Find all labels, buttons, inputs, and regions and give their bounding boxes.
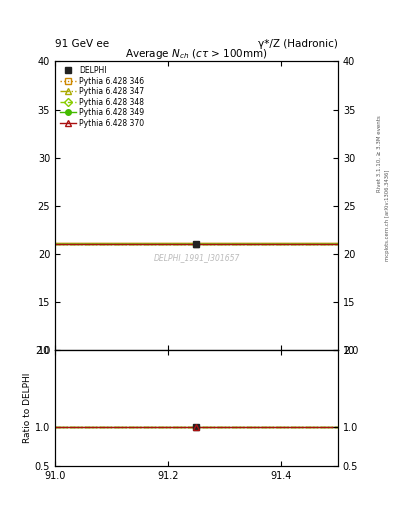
Text: 91 GeV ee: 91 GeV ee	[55, 38, 109, 49]
Text: γ*/Z (Hadronic): γ*/Z (Hadronic)	[258, 38, 338, 49]
Text: mcplots.cern.ch [arXiv:1306.3436]: mcplots.cern.ch [arXiv:1306.3436]	[385, 169, 389, 261]
Title: Average $N_{ch}$ ($c\tau$ > 100mm): Average $N_{ch}$ ($c\tau$ > 100mm)	[125, 48, 268, 61]
Text: Rivet 3.1.10, ≥ 3.3M events: Rivet 3.1.10, ≥ 3.3M events	[377, 115, 382, 192]
Text: DELPHI_1991_I301657: DELPHI_1991_I301657	[153, 253, 240, 263]
Legend: DELPHI, Pythia 6.428 346, Pythia 6.428 347, Pythia 6.428 348, Pythia 6.428 349, : DELPHI, Pythia 6.428 346, Pythia 6.428 3…	[58, 65, 146, 129]
Y-axis label: Ratio to DELPHI: Ratio to DELPHI	[23, 373, 32, 443]
